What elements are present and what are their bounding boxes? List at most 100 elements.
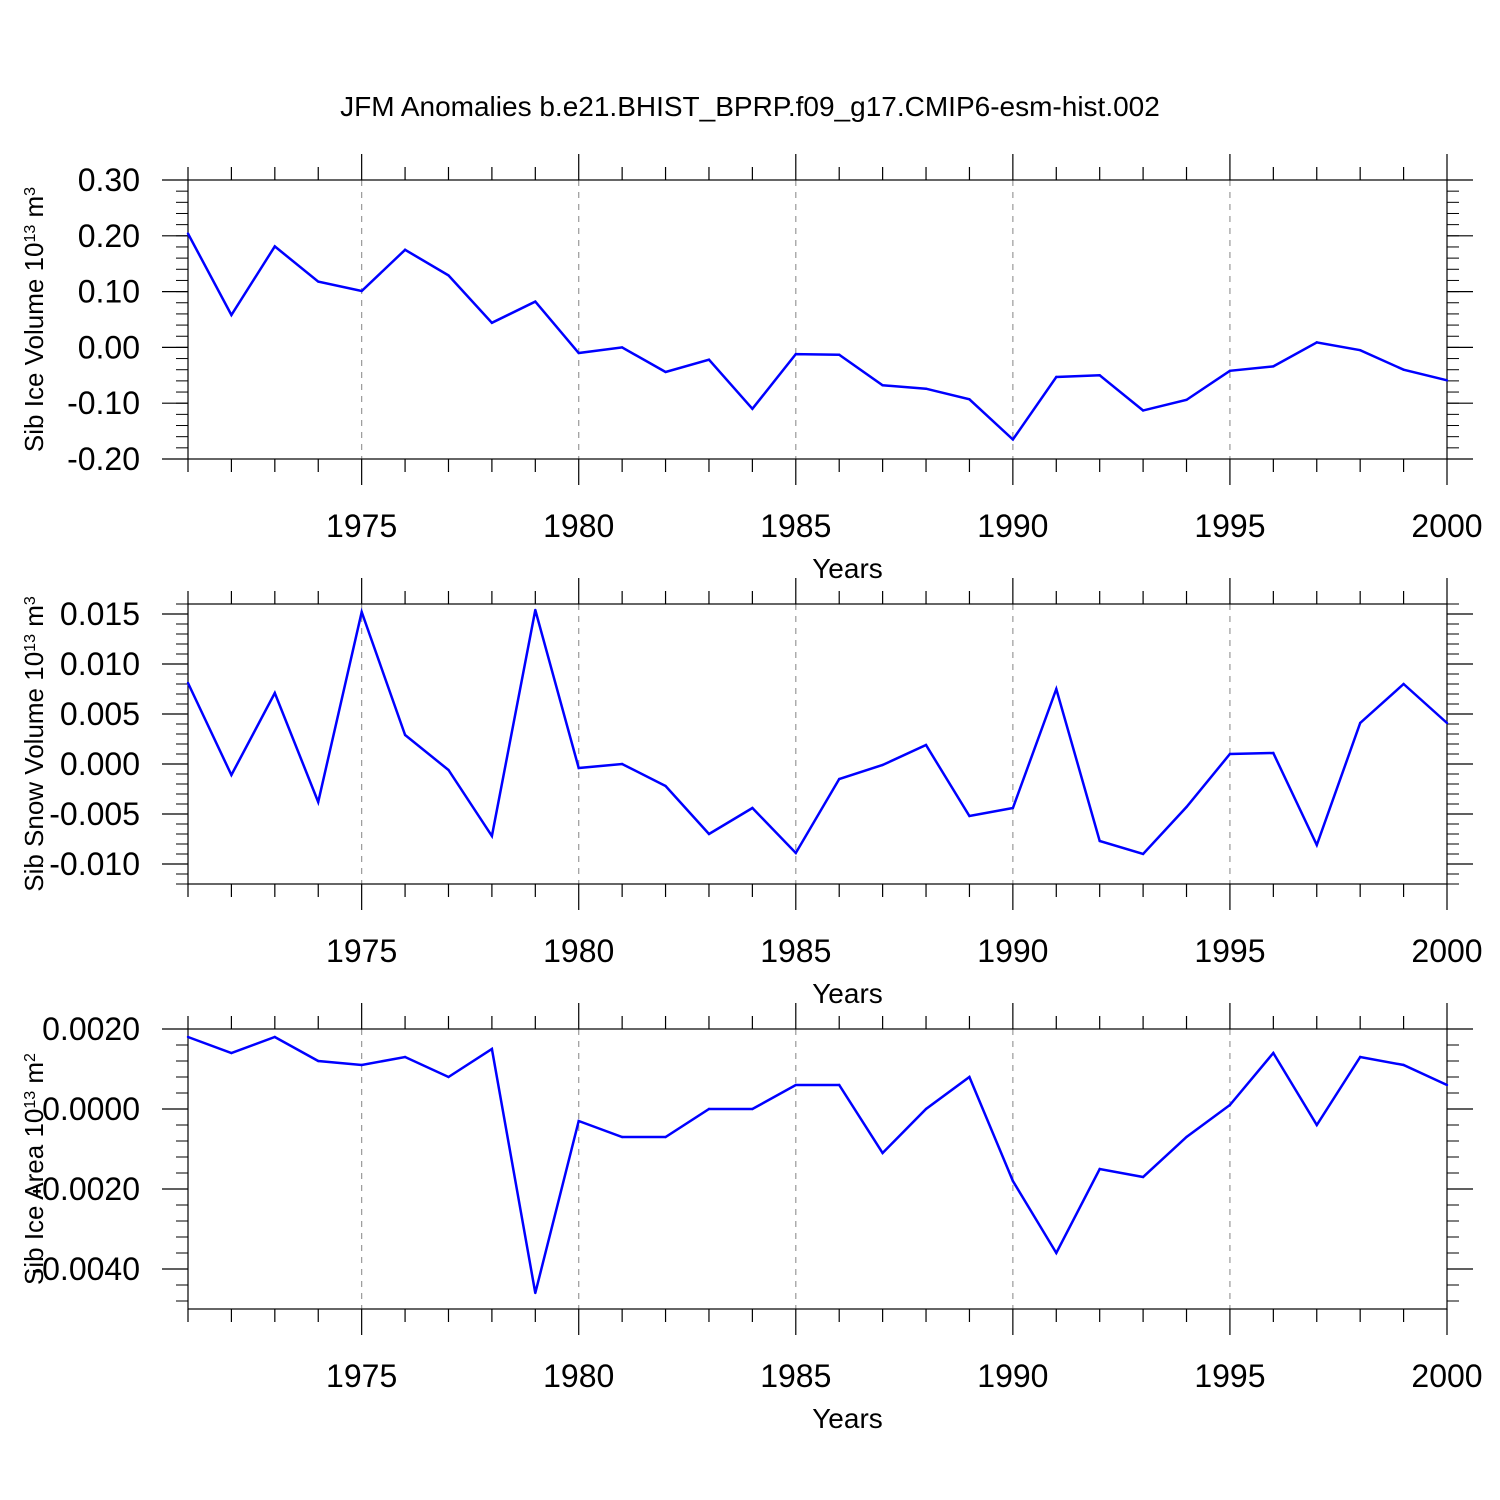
data-point <box>1272 751 1275 755</box>
x-tick-label: 1975 <box>326 508 397 544</box>
data-point <box>1098 839 1101 843</box>
data-point <box>838 1083 841 1087</box>
data-point <box>1272 1051 1275 1055</box>
y-tick-label: 0.0020 <box>42 1011 140 1047</box>
data-point <box>317 800 320 804</box>
data-point <box>1185 805 1188 809</box>
panel-1: 1975 1980 1985 1990 1995 2000 Years -0.20 -0.10 0… <box>19 154 1483 584</box>
y-tick-label: 0.00 <box>78 329 140 365</box>
x-tick-label: 1985 <box>760 933 831 969</box>
data-point <box>186 232 190 235</box>
data-point <box>1358 1055 1362 1059</box>
x-tick-label: 2000 <box>1411 933 1482 969</box>
data-point <box>1315 1123 1318 1127</box>
data-point <box>577 1119 580 1123</box>
x-axis-label: Years <box>812 1403 883 1434</box>
y-tick-label: 0.010 <box>60 646 140 682</box>
data-point <box>230 313 233 317</box>
data-point <box>534 608 537 612</box>
chart-panels: 1975 1980 1985 1990 1995 2000 Years -0.20 -0.10 0… <box>19 154 1483 1434</box>
x-tick-label: 1975 <box>326 933 397 969</box>
data-point <box>794 1083 797 1087</box>
data-point <box>577 766 580 770</box>
data-point <box>751 1107 754 1111</box>
data-point <box>1315 843 1318 847</box>
x-tick-label: 1990 <box>977 508 1048 544</box>
data-point <box>186 681 190 685</box>
data-point <box>1315 341 1318 344</box>
data-point <box>1358 348 1362 352</box>
data-point <box>403 248 407 251</box>
data-point <box>1141 409 1145 412</box>
chart-title: JFM Anomalies b.e21.BHIST_BPRP.f09_g17.C… <box>340 91 1160 122</box>
data-point <box>794 851 797 855</box>
panel-3: 1975 1980 1985 1990 1995 2000 Years -0.0040 -0.0… <box>19 1003 1483 1434</box>
data-point <box>794 352 797 356</box>
data-point <box>1055 687 1058 691</box>
data-point <box>230 1051 233 1055</box>
data-point <box>1185 1135 1188 1139</box>
data-point <box>317 1059 320 1063</box>
data-point <box>1185 398 1188 402</box>
data-point <box>620 346 624 349</box>
data-point <box>838 353 841 356</box>
data-point <box>968 814 971 818</box>
data-point <box>968 398 971 401</box>
data-point <box>1011 806 1015 810</box>
y-tick-label: 0.0000 <box>42 1091 140 1127</box>
data-point <box>360 1063 363 1067</box>
data-point <box>924 743 928 747</box>
series-line <box>186 233 1448 442</box>
data-point <box>534 300 537 303</box>
x-tick-label: 2000 <box>1411 1358 1482 1394</box>
data-point <box>273 245 277 248</box>
data-point <box>751 806 754 810</box>
y-tick-label: 0.005 <box>60 696 140 732</box>
data-point <box>1445 379 1449 382</box>
plot-frame <box>187 1028 1448 1310</box>
data-point <box>1228 369 1232 373</box>
x-tick-label: 1975 <box>326 1358 397 1394</box>
data-point <box>1098 1167 1101 1171</box>
data-point <box>186 1035 190 1039</box>
y-tick-label: -0.0020 <box>31 1171 140 1207</box>
data-point <box>1098 374 1101 377</box>
plot-frame <box>187 603 1448 885</box>
y-tick-label: 0.20 <box>78 218 140 254</box>
y-axis-label: Sib Ice Area 1013 m2 <box>19 1053 49 1285</box>
y-axis-label: Sib Ice Volume 1013 m3 <box>19 187 49 452</box>
data-point <box>924 1107 928 1111</box>
series-line <box>187 1035 1448 1294</box>
data-point <box>403 733 407 737</box>
data-point <box>1402 682 1405 686</box>
y-tick-label: -0.005 <box>49 796 140 832</box>
data-point <box>490 1047 494 1051</box>
y-tick-label: -0.010 <box>49 846 140 882</box>
y-tick-label: 0.30 <box>78 162 140 198</box>
data-point <box>360 289 363 293</box>
data-point <box>968 1075 971 1079</box>
data-point <box>447 1075 450 1079</box>
data-point <box>707 832 711 836</box>
series-line <box>186 607 1448 856</box>
data-point <box>751 407 754 410</box>
plot-frame <box>187 179 1448 460</box>
data-point <box>881 1151 884 1155</box>
data-point <box>1055 1251 1058 1255</box>
data-point <box>620 1135 624 1139</box>
y-tick-label: 0.10 <box>78 274 140 310</box>
x-tick-label: 1980 <box>543 1358 614 1394</box>
x-tick-label: 1990 <box>977 933 1048 969</box>
x-tick-label: 1990 <box>977 1358 1048 1394</box>
x-axis-label: Years <box>812 978 883 1009</box>
data-point <box>881 384 884 387</box>
x-tick-label: 1995 <box>1194 933 1265 969</box>
y-tick-label: -0.10 <box>67 385 140 421</box>
data-point <box>447 274 450 277</box>
data-point <box>273 1035 277 1039</box>
data-point <box>1141 852 1145 856</box>
data-point <box>1141 1175 1145 1179</box>
y-tick-label: 0.015 <box>60 596 140 632</box>
x-tick-label: 1980 <box>543 933 614 969</box>
